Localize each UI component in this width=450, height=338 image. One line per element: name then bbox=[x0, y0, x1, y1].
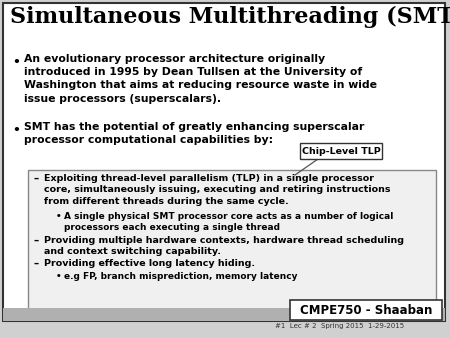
Text: •: • bbox=[56, 212, 62, 221]
FancyBboxPatch shape bbox=[300, 143, 382, 159]
Text: •: • bbox=[56, 272, 62, 281]
Text: –: – bbox=[34, 259, 39, 269]
Text: CMPE750 - Shaaban: CMPE750 - Shaaban bbox=[300, 304, 432, 316]
Text: •: • bbox=[12, 124, 20, 137]
Text: Chip-Level TLP: Chip-Level TLP bbox=[302, 146, 380, 155]
Text: #1  Lec # 2  Spring 2015  1-29-2015: #1 Lec # 2 Spring 2015 1-29-2015 bbox=[275, 323, 405, 329]
Text: Providing effective long latency hiding.: Providing effective long latency hiding. bbox=[44, 259, 255, 268]
FancyBboxPatch shape bbox=[3, 308, 445, 321]
Text: A single physical SMT processor core acts as a number of logical
processors each: A single physical SMT processor core act… bbox=[64, 212, 393, 233]
Text: Exploiting thread-level parallelism (TLP) in a single processor
core, simultaneo: Exploiting thread-level parallelism (TLP… bbox=[44, 174, 391, 206]
Text: SMT has the potential of greatly enhancing superscalar
processor computational c: SMT has the potential of greatly enhanci… bbox=[24, 122, 364, 145]
Text: •: • bbox=[12, 56, 20, 69]
FancyBboxPatch shape bbox=[28, 170, 436, 310]
FancyBboxPatch shape bbox=[290, 300, 442, 320]
Text: e.g FP, branch misprediction, memory latency: e.g FP, branch misprediction, memory lat… bbox=[64, 272, 297, 281]
Text: –: – bbox=[34, 236, 39, 246]
Text: Simultaneous Multithreading (SMT): Simultaneous Multithreading (SMT) bbox=[10, 6, 450, 28]
Text: Providing multiple hardware contexts, hardware thread scheduling
and context swi: Providing multiple hardware contexts, ha… bbox=[44, 236, 404, 257]
FancyBboxPatch shape bbox=[3, 3, 445, 321]
Text: –: – bbox=[34, 174, 39, 184]
Text: An evolutionary processor architecture originally
introduced in 1995 by Dean Tul: An evolutionary processor architecture o… bbox=[24, 54, 377, 104]
